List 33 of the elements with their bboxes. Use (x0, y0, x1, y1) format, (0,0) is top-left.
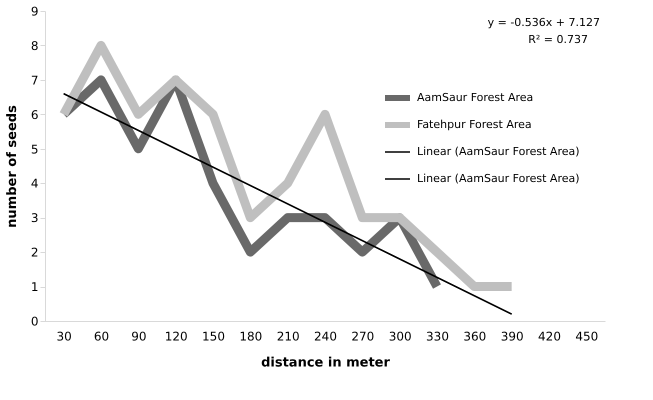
x-tick-label: 150 (202, 330, 225, 344)
y-tick-label: 9 (30, 4, 38, 18)
x-tick-label: 30 (56, 330, 72, 344)
x-tick-label: 420 (538, 330, 561, 344)
legend-label: Linear (AamSaur Forest Area) (417, 172, 580, 185)
y-tick-label: 7 (30, 73, 38, 88)
y-tick-label: 2 (30, 246, 38, 260)
y-tick-label: 1 (30, 280, 38, 294)
x-tick-label: 300 (388, 330, 412, 344)
x-tick-label: 210 (276, 330, 300, 344)
x-tick-label: 360 (463, 330, 486, 344)
legend-label: Linear (AamSaur Forest Area) (417, 145, 580, 158)
x-tick-label: 450 (575, 330, 598, 344)
x-tick-label: 60 (94, 330, 110, 344)
x-tick-label: 180 (239, 330, 262, 344)
y-tick-label: 0 (30, 314, 38, 328)
legend-label: Fatehpur Forest Area (417, 118, 532, 131)
x-tick-label: 240 (314, 330, 337, 344)
y-axis-title: number of seeds (4, 104, 20, 228)
x-tick-label: 120 (164, 330, 188, 344)
x-axis-title: distance in meter (261, 356, 390, 370)
x-tick-label: 90 (131, 330, 146, 344)
x-tick-label: 270 (351, 330, 374, 344)
annotation: y = -0.536x + 7.127 (488, 16, 600, 29)
y-tick-label: 3 (30, 211, 38, 226)
annotation: R² = 0.737 (528, 33, 588, 46)
y-tick-label: 6 (30, 108, 38, 122)
legend-label: AamSaur Forest Area (417, 91, 534, 104)
y-tick-label: 8 (30, 38, 38, 53)
x-tick-label: 330 (426, 330, 449, 344)
x-tick-label: 390 (500, 330, 524, 344)
y-tick-label: 4 (30, 176, 38, 191)
y-tick-label: 5 (30, 142, 38, 156)
